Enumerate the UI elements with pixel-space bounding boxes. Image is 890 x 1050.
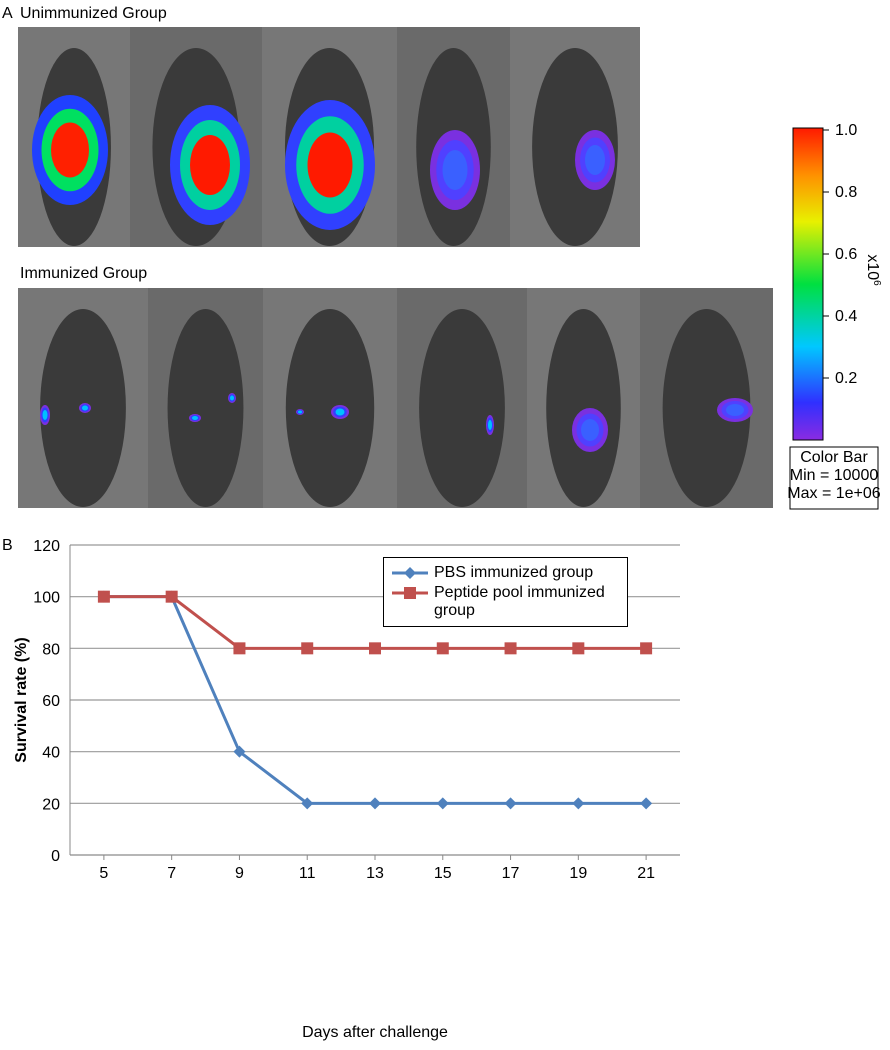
data-point: [165, 590, 178, 603]
legend-label: Peptide pool immunized group: [434, 584, 605, 619]
x-tick-label: 5: [99, 865, 108, 882]
row-title: Immunized Group: [20, 265, 147, 282]
data-point: [233, 745, 246, 758]
x-axis-title: Days after challenge: [302, 1024, 448, 1041]
color-tick-label: 1.0: [835, 122, 857, 139]
legend-entry: Peptide pool immunized group: [390, 584, 621, 620]
legend: PBS immunized group Peptide pool immunize…: [383, 557, 628, 627]
y-tick-label: 20: [42, 796, 60, 813]
x-tick-label: 21: [637, 865, 655, 882]
y-tick-label: 0: [51, 848, 60, 865]
signal: [230, 395, 234, 401]
color-bar: [792, 127, 824, 441]
data-point: [436, 642, 449, 655]
mouse-body: [662, 309, 751, 507]
signal: [581, 419, 599, 441]
x-tick-label: 19: [569, 865, 587, 882]
color-tick-label: 0.4: [835, 308, 857, 325]
box-max: Max = 1e+06: [787, 485, 881, 502]
signal: [190, 135, 230, 195]
data-point: [233, 642, 246, 655]
mouse-body: [167, 309, 244, 507]
signal: [335, 408, 345, 416]
x-tick-label: 9: [235, 865, 244, 882]
signal: [192, 416, 198, 420]
legend-marker: [404, 567, 416, 579]
signal: [442, 150, 468, 190]
x-tick-label: 17: [502, 865, 520, 882]
signal: [42, 410, 48, 420]
signal: [585, 145, 605, 175]
data-point: [369, 642, 381, 655]
data-point: [436, 797, 449, 810]
data-point: [504, 642, 517, 655]
y-tick-label: 80: [42, 641, 60, 658]
color-bar-box: [789, 446, 879, 510]
panel-label: B: [2, 537, 13, 554]
x-tick-label: 7: [167, 865, 176, 882]
color-tick-label: 0.2: [835, 370, 857, 387]
signal: [307, 132, 353, 198]
data-point: [369, 797, 381, 810]
box-min: Min = 10000: [790, 467, 879, 484]
color-tick-label: 0.6: [835, 246, 857, 263]
data-point: [301, 797, 314, 810]
data-point: [504, 797, 517, 810]
y-tick-label: 40: [42, 745, 60, 762]
signal: [51, 122, 89, 178]
x-tick-label: 15: [434, 865, 452, 882]
row-title: Unimmunized Group: [20, 5, 167, 22]
data-point: [301, 642, 314, 655]
x-tick-label: 13: [366, 865, 384, 882]
y-tick-label: 60: [42, 693, 60, 710]
legend-label: PBS immunized group: [434, 564, 594, 581]
panel-label: A: [2, 5, 13, 22]
signal: [488, 420, 492, 430]
legend-icon: [392, 587, 428, 599]
color-tick-label: 0.8: [835, 184, 857, 201]
y-tick-label: 100: [33, 590, 60, 607]
data-point: [572, 642, 585, 655]
signal: [82, 405, 88, 411]
data-point: [97, 590, 110, 603]
unit-exponent: 6: [871, 280, 882, 286]
data-point: [572, 797, 585, 810]
mouse-body: [546, 309, 621, 507]
color-bar-unit: x106: [864, 254, 882, 286]
mouse-body: [532, 48, 618, 246]
y-axis-title: Survival rate (%): [13, 637, 30, 762]
data-point: [640, 797, 653, 810]
data-point: [640, 642, 653, 655]
unit-base: x10: [864, 254, 881, 280]
y-tick-label: 120: [33, 538, 60, 555]
mouse-body: [419, 309, 505, 507]
signal: [298, 410, 302, 414]
legend-marker: [404, 587, 416, 599]
x-tick-label: 11: [299, 865, 316, 882]
legend-entry: PBS immunized group: [390, 564, 621, 582]
photo-panels: [18, 27, 773, 508]
box-title: Color Bar: [800, 449, 868, 466]
mouse-body: [285, 309, 375, 507]
legend-icon: [392, 567, 428, 579]
signal: [726, 404, 744, 416]
